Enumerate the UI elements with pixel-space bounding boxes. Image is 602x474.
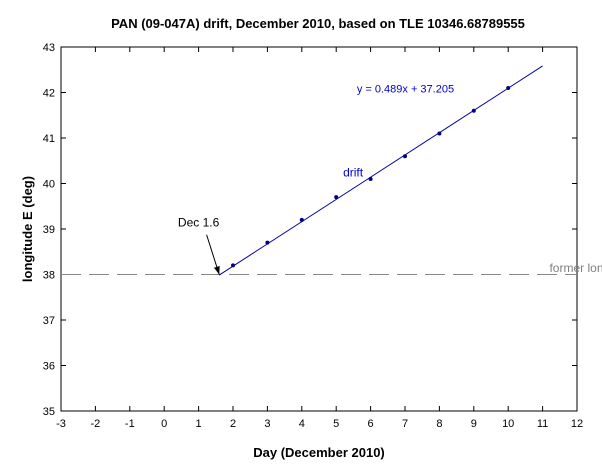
x-tick-label: 7 [402,418,408,430]
data-point [368,176,373,181]
data-point [437,131,442,136]
former-longitude-label: former longitude [549,261,602,275]
data-point [334,195,339,200]
callout-label: Dec 1.6 [178,216,220,230]
y-tick-label: 36 [43,361,55,373]
data-point [265,240,270,245]
x-tick-label: 1 [196,418,202,430]
chart-title: PAN (09-047A) drift, December 2010, base… [111,16,525,31]
x-axis: -3 -2 -1 0 1 2 3 4 5 6 7 8 9 10 11 12 [56,47,583,430]
x-tick-label: 5 [333,418,339,430]
fit-line [218,65,543,276]
data-point [506,85,511,90]
callout-arrow-head [213,265,220,275]
y-tick-label: 37 [43,315,55,327]
y-tick-label: 38 [43,270,55,282]
x-tick-label: 4 [299,418,305,430]
data-point [299,217,304,222]
y-tick-label: 35 [43,406,55,418]
x-axis-label: Day (December 2010) [253,445,385,460]
x-tick-label: 0 [161,418,167,430]
y-tick-label: 40 [43,179,55,191]
x-tick-label: -2 [91,418,101,430]
data-points [231,85,511,268]
x-tick-label: -3 [56,418,66,430]
x-tick-label: -1 [125,418,135,430]
y-tick-label: 43 [43,42,55,54]
y-tick-label: 39 [43,224,55,236]
x-tick-label: 2 [230,418,236,430]
x-tick-label: 9 [471,418,477,430]
x-tick-label: 8 [436,418,442,430]
x-tick-label: 6 [368,418,374,430]
x-tick-label: 11 [537,418,548,430]
fit-equation: y = 0.489x + 37.205 [357,84,454,96]
x-tick-label: 10 [502,418,514,430]
data-point [231,263,235,268]
y-tick-label: 42 [43,88,55,100]
data-point [403,154,407,159]
y-tick-label: 41 [43,133,55,145]
x-tick-label: 3 [264,418,270,430]
y-axis-label: longitude E (deg) [20,176,35,282]
drift-label: drift [343,166,364,180]
x-tick-label: 12 [571,418,583,430]
plot-area [60,46,578,412]
data-point [471,108,476,113]
